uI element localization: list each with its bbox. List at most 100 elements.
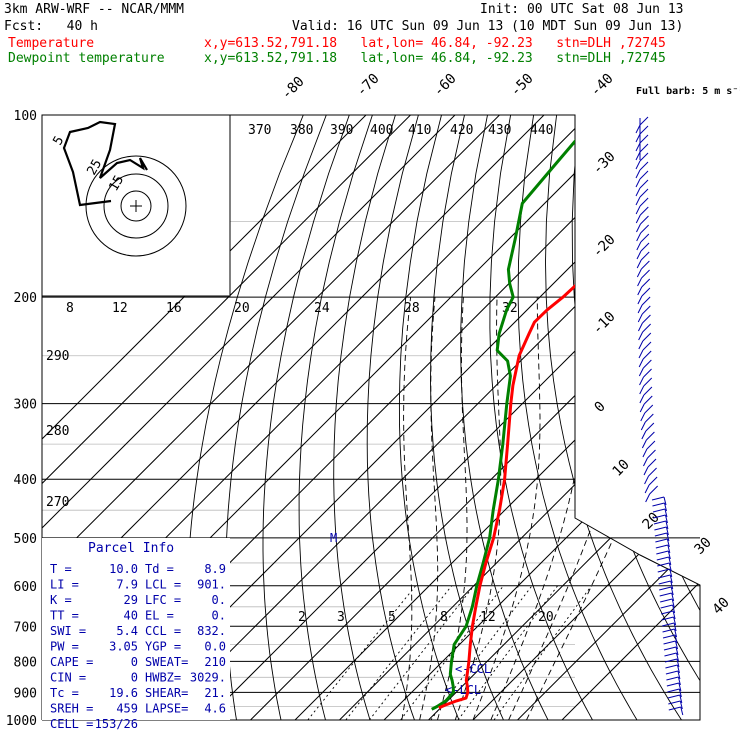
wind-barb	[643, 359, 652, 369]
wind-barb	[636, 250, 642, 260]
wind-barb	[655, 544, 668, 549]
mixing-ratio-label: 3	[337, 610, 345, 625]
theta-label: 370	[248, 123, 271, 138]
wind-barb	[656, 556, 669, 561]
isotherm-label: 10	[610, 457, 633, 480]
wind-barb	[641, 296, 651, 306]
parcel-info-label: LAPSE=	[145, 702, 188, 716]
wind-barb	[639, 143, 649, 153]
wind-barb	[680, 706, 684, 716]
wind-barb	[641, 269, 650, 279]
wind-barb	[673, 622, 677, 632]
dry-adiabat	[647, 115, 700, 720]
wind-barb	[640, 233, 650, 243]
wind-barb	[674, 634, 678, 644]
wind-barb	[641, 260, 650, 270]
parcel-info-label: EL =	[145, 609, 174, 623]
wind-barb	[655, 538, 668, 543]
wind-barb	[642, 448, 648, 458]
wind-barb	[635, 214, 641, 224]
parcel-info-value: 40	[124, 609, 138, 623]
wind-barb	[648, 476, 658, 486]
wind-barb	[666, 676, 679, 681]
isotherm-label: -40	[588, 71, 617, 100]
wind-barb	[666, 532, 670, 542]
wind-barb	[666, 682, 680, 687]
moist-adiabat	[454, 297, 502, 720]
init-time: Init: 00 UTC Sat 08 Jun 13	[480, 2, 684, 17]
isotherm	[42, 115, 456, 720]
parcel-info-value: 5.4	[116, 624, 138, 638]
parcel-info-value: 0.	[212, 609, 226, 623]
isotherm	[250, 115, 700, 720]
wind-barb	[643, 386, 653, 396]
parcel-info-value: 7.9	[116, 578, 138, 592]
dry-adiabat	[694, 115, 700, 720]
wind-barb	[644, 404, 654, 414]
wind-barb	[639, 125, 649, 135]
wind-barb	[667, 550, 671, 560]
wind-barb	[643, 377, 653, 387]
dry-adiabat-label: 290	[46, 349, 69, 364]
wind-barb	[635, 142, 641, 152]
hodograph-speed-label: 24	[314, 301, 330, 316]
wind-barb	[672, 604, 676, 614]
wind-barb	[641, 439, 647, 449]
wind-barb	[661, 622, 675, 627]
wind-barb	[667, 544, 671, 554]
wind-barb	[660, 610, 674, 615]
temperature-profile	[438, 115, 700, 710]
hodograph-speed-label: 8	[66, 301, 74, 316]
wind-barb	[679, 694, 683, 704]
dry-adiabat	[398, 115, 460, 720]
wind-barb	[674, 628, 678, 638]
wind-legend: Full barb: 5 m s⁻¹	[636, 86, 740, 97]
wind-barb	[652, 502, 665, 507]
wind-barb	[639, 206, 649, 216]
annotation-m: M	[330, 531, 337, 545]
wind-barb	[660, 604, 673, 609]
wind-barb	[670, 586, 674, 596]
theta-label: 420	[450, 123, 473, 138]
isotherm	[42, 115, 367, 720]
parcel-info-box	[42, 538, 230, 720]
pressure-label-200: 200	[14, 291, 37, 306]
hodograph-speed-label: 28	[404, 301, 420, 316]
parcel-info-label: Tc =	[50, 686, 79, 700]
wind-barb	[642, 341, 652, 351]
wind-barb	[677, 670, 681, 680]
wind-barb	[653, 520, 667, 525]
isotherm	[517, 115, 700, 720]
wind-barb	[665, 664, 678, 669]
parcel-info-value: 8.9	[204, 562, 226, 576]
parcel-info-label: SWEAT=	[145, 655, 188, 669]
hodograph-ring	[85, 155, 187, 257]
wind-barb	[639, 188, 649, 198]
pressure-label-400: 400	[14, 473, 37, 488]
wind-barb	[664, 658, 678, 663]
wind-barb	[644, 413, 654, 423]
wind-barb	[636, 268, 642, 278]
dry-adiabat	[517, 115, 638, 720]
wind-barb	[659, 586, 672, 591]
dewpoint-legend: Dewpoint temperature	[8, 51, 165, 66]
parcel-info-label: T =	[50, 562, 72, 576]
isotherm	[472, 115, 700, 720]
wind-barb	[637, 313, 643, 323]
wind-barb	[640, 215, 649, 225]
wind-barb	[675, 652, 679, 662]
wind-barb	[653, 514, 666, 519]
wind-barb	[663, 646, 677, 651]
parcel-info-label: HWBZ=	[145, 671, 181, 685]
wind-barb	[658, 574, 671, 579]
wind-barb	[675, 640, 679, 650]
wind-barb	[664, 508, 668, 518]
dewpoint-profile	[431, 115, 599, 711]
wind-barb	[647, 458, 657, 468]
parcel-info-value: 21.	[204, 686, 226, 700]
wind-barb	[642, 314, 651, 324]
mixing-ratio-label: 2	[298, 610, 306, 625]
wind-barb	[656, 550, 669, 555]
wind-barb	[646, 440, 656, 450]
theta-label: 390	[330, 123, 353, 138]
